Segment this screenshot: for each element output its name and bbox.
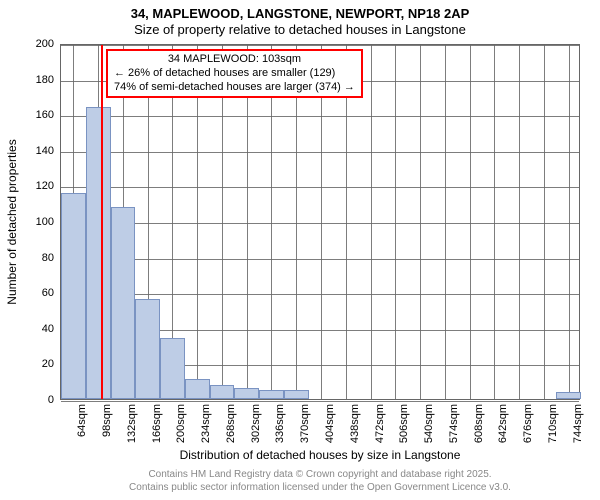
x-tick-label: 404sqm (324, 404, 336, 443)
y-tick-label: 40 (42, 323, 54, 335)
histogram-bar (210, 385, 235, 399)
histogram-bar (284, 390, 309, 399)
x-tick-label: 166sqm (151, 404, 163, 443)
y-tick-label: 80 (42, 252, 54, 264)
plot-area: 34 MAPLEWOOD: 103sqm← 26% of detached ho… (60, 44, 580, 400)
x-tick-label: 710sqm (547, 404, 559, 443)
x-tick-label: 200sqm (175, 404, 187, 443)
y-tick-label: 0 (48, 394, 54, 406)
histogram-bar (135, 299, 160, 399)
x-tick-label: 744sqm (572, 404, 584, 443)
histogram-bar (234, 388, 259, 399)
x-tick-label: 98sqm (101, 404, 113, 437)
y-tick-label: 200 (36, 38, 54, 50)
histogram-bar (61, 193, 86, 399)
x-tick-label: 472sqm (374, 404, 386, 443)
y-tick-label: 100 (36, 216, 54, 228)
annotation-box: 34 MAPLEWOOD: 103sqm← 26% of detached ho… (106, 49, 363, 98)
footer-line-1: Contains HM Land Registry data © Crown c… (60, 468, 580, 481)
x-tick-label: 506sqm (398, 404, 410, 443)
x-tick-label: 676sqm (522, 404, 534, 443)
chart-title: 34, MAPLEWOOD, LANGSTONE, NEWPORT, NP18 … (0, 6, 600, 21)
y-tick-labels: 020406080100120140160180200 (0, 44, 60, 400)
y-tick-label: 60 (42, 287, 54, 299)
x-tick-label: 370sqm (299, 404, 311, 443)
histogram-bar (185, 379, 210, 399)
x-tick-label: 540sqm (423, 404, 435, 443)
x-tick-label: 132sqm (126, 404, 138, 443)
histogram-bar (86, 107, 111, 399)
annotation-line: ← 26% of detached houses are smaller (12… (114, 67, 355, 81)
x-tick-label: 234sqm (200, 404, 212, 443)
property-size-histogram: 34, MAPLEWOOD, LANGSTONE, NEWPORT, NP18 … (0, 0, 600, 500)
x-tick-label: 574sqm (448, 404, 460, 443)
y-tick-label: 20 (42, 358, 54, 370)
x-tick-label: 336sqm (274, 404, 286, 443)
y-tick-label: 160 (36, 109, 54, 121)
histogram-bar (259, 390, 284, 399)
x-tick-label: 608sqm (473, 404, 485, 443)
y-tick-label: 120 (36, 180, 54, 192)
histogram-bar (111, 207, 136, 399)
x-axis-title: Distribution of detached houses by size … (60, 448, 580, 462)
annotation-line: 74% of semi-detached houses are larger (… (114, 81, 355, 95)
footer-credits: Contains HM Land Registry data © Crown c… (60, 468, 580, 494)
footer-line-2: Contains public sector information licen… (60, 481, 580, 494)
x-tick-label: 438sqm (349, 404, 361, 443)
x-tick-label: 642sqm (497, 404, 509, 443)
annotation-line: 34 MAPLEWOOD: 103sqm (114, 53, 355, 67)
x-tick-label: 268sqm (225, 404, 237, 443)
histogram-bar (556, 392, 581, 399)
x-tick-label: 302sqm (250, 404, 262, 443)
marker-line (101, 45, 103, 399)
y-tick-label: 140 (36, 145, 54, 157)
chart-subtitle: Size of property relative to detached ho… (0, 22, 600, 37)
histogram-bar (160, 338, 185, 399)
y-tick-label: 180 (36, 74, 54, 86)
x-tick-label: 64sqm (76, 404, 88, 437)
